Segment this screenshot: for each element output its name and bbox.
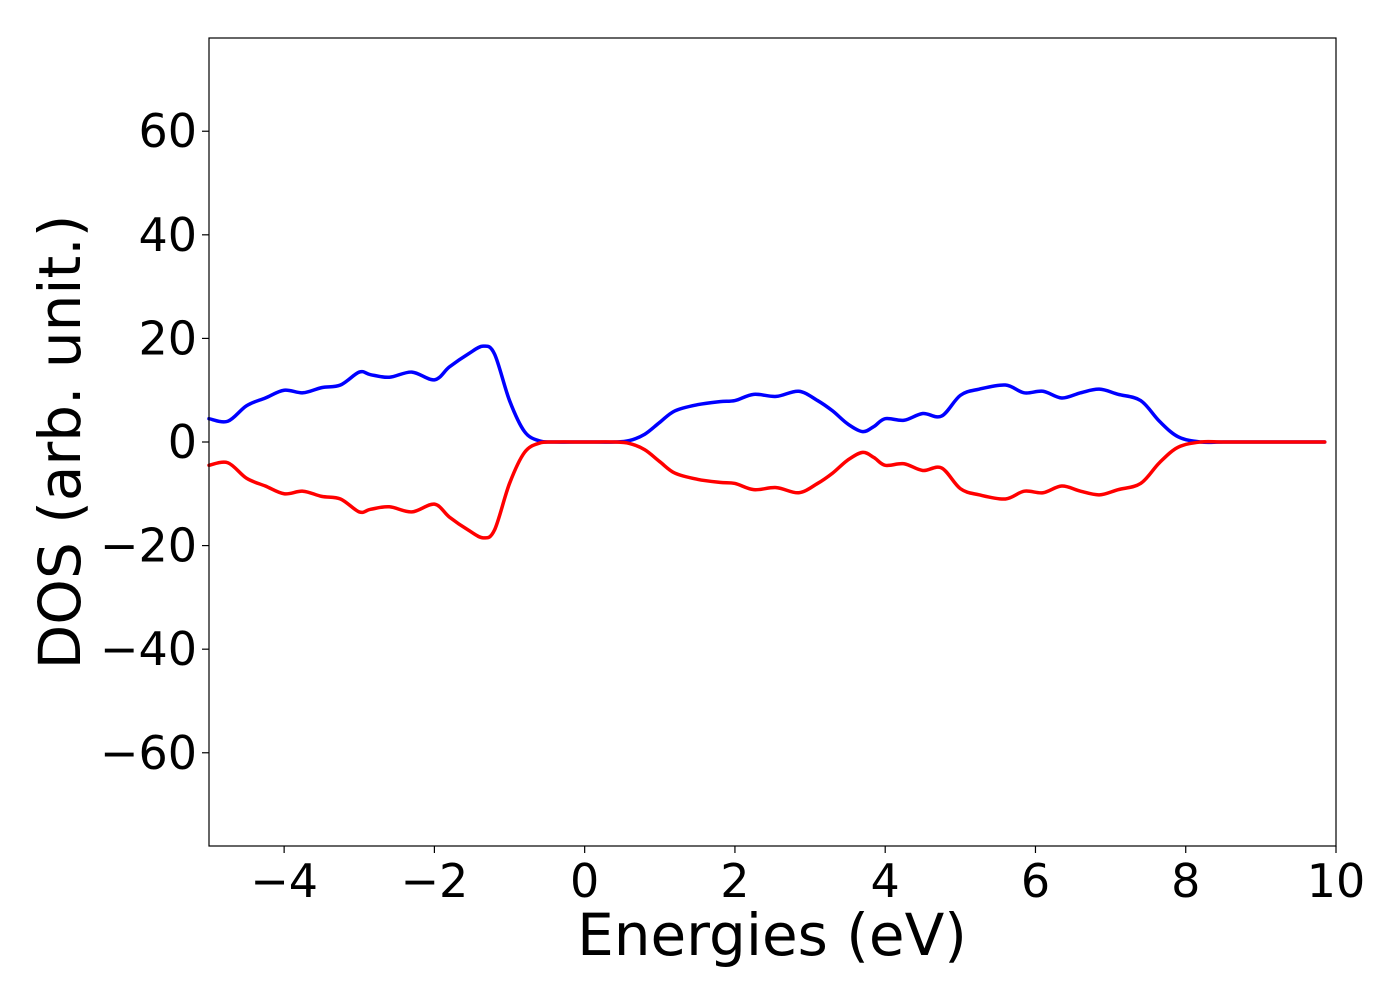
y-axis: −60 −40 −20 0 20 40 60: [100, 104, 209, 780]
y-tick-label: 60: [138, 104, 197, 158]
x-tick-label: −2: [400, 854, 468, 908]
y-axis-title: DOS (arb. unit.): [26, 215, 94, 670]
x-axis-title: Energies (eV): [577, 901, 967, 969]
x-tick-label: −4: [250, 854, 318, 908]
y-tick-label: 0: [168, 415, 197, 469]
x-tick-label: 2: [720, 854, 749, 908]
x-tick-label: 0: [570, 854, 599, 908]
series-layer: [207, 344, 1327, 540]
x-tick-label: 4: [871, 854, 900, 908]
plot-background: [209, 38, 1336, 846]
series-line-1: [207, 344, 1327, 445]
y-tick-label: −40: [100, 622, 197, 676]
y-tick-label: −20: [100, 519, 197, 573]
x-tick-label: 10: [1307, 854, 1366, 908]
x-tick-label: 6: [1021, 854, 1050, 908]
y-tick-label: 40: [138, 208, 197, 262]
y-tick-label: −60: [100, 726, 197, 780]
x-tick-label: 8: [1171, 854, 1200, 908]
x-axis: −4 −2 0 2 4 6 8 10: [250, 846, 1365, 908]
y-tick-label: 20: [138, 311, 197, 365]
series-line-2: [207, 439, 1327, 540]
